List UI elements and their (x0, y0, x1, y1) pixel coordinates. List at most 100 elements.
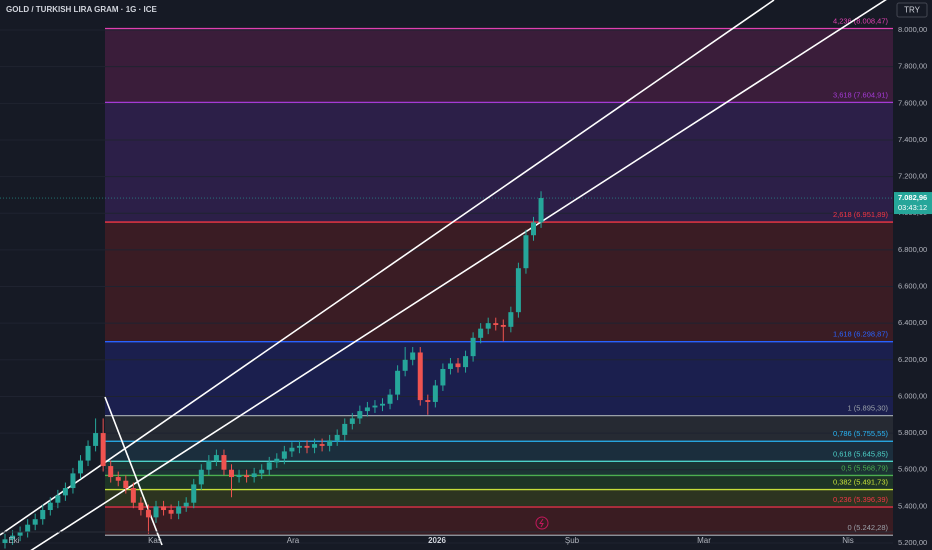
candle-body (251, 473, 257, 478)
y-tick-label: 6.800,00 (898, 245, 927, 254)
fib-band (105, 28, 893, 103)
candle-body (70, 473, 76, 489)
y-tick-label: 6.000,00 (898, 391, 927, 400)
fib-band (105, 441, 893, 462)
last-price-box (894, 192, 932, 215)
candle-body (229, 469, 234, 478)
candle-body (289, 447, 295, 452)
fib-band (105, 489, 893, 508)
candle-body (357, 411, 363, 419)
last-price-label: 7.082,96 (898, 193, 927, 202)
fib-label: 0,236 (5.396,39) (833, 495, 889, 504)
trend-line (104, 396, 163, 546)
fib-label: 0,5 (5.568,79) (841, 463, 888, 472)
fib-label: 3,618 (7.604,91) (833, 90, 889, 99)
candle-body (447, 363, 453, 369)
countdown-label: 03:43:12 (898, 203, 927, 212)
event-icon[interactable] (535, 516, 549, 530)
fib-band (105, 341, 893, 416)
x-tick-label: Kas (148, 536, 162, 545)
candle-body (304, 445, 310, 448)
y-tick-label: 5.800,00 (898, 428, 927, 437)
candle-body (176, 506, 182, 514)
candles (2, 191, 544, 549)
candle-body (236, 475, 242, 478)
candle-body (470, 337, 476, 357)
y-tick-label: 8.000,00 (898, 25, 927, 34)
candle-body (145, 510, 151, 518)
y-tick-label: 7.600,00 (898, 98, 927, 107)
candle-body (266, 462, 272, 470)
x-tick-label: Nis (842, 536, 854, 545)
candle-body (312, 444, 318, 448)
candle-body (85, 445, 91, 461)
candle-body (213, 455, 219, 461)
candle-body (281, 451, 287, 459)
x-tick-label: Ara (287, 536, 300, 545)
candle-body (455, 363, 461, 368)
candle-body (168, 510, 174, 514)
candle-body (380, 403, 385, 406)
candle-body (334, 434, 340, 441)
y-tick-label: 7.200,00 (898, 172, 927, 181)
candle-body (440, 368, 446, 386)
candle-body (161, 506, 167, 511)
candle-body (372, 405, 378, 408)
candle-body (221, 455, 227, 470)
candle-body (10, 535, 16, 540)
candle-body (402, 359, 408, 371)
fib-label: 0,382 (5.491,73) (833, 478, 889, 487)
candle-body (206, 460, 212, 470)
y-tick-label: 7.800,00 (898, 62, 927, 71)
candle-body (485, 323, 491, 329)
candle-body (93, 433, 99, 446)
candle-body (108, 466, 114, 478)
candle-body (55, 495, 61, 503)
x-tick-label: Şub (565, 536, 580, 545)
candle-body (47, 502, 53, 511)
candle-body (100, 433, 106, 467)
candle-body (432, 385, 438, 402)
fib-label: 2,618 (6.951,89) (833, 210, 889, 219)
candle-body (364, 407, 370, 412)
chart-title: GOLD / TURKISH LIRA GRAM · 1G · ICE (6, 5, 157, 14)
candle-body (191, 484, 197, 503)
candle-body (342, 423, 348, 435)
candle-body (2, 539, 8, 543)
candle-body (130, 488, 136, 503)
candle-body (138, 502, 144, 511)
candle-body (198, 469, 204, 485)
candle-body (25, 524, 31, 533)
candle-body (153, 506, 159, 518)
candle-body (531, 222, 536, 236)
x-tick-label: 2026 (428, 536, 446, 545)
candle-body (123, 480, 129, 489)
candle-body (410, 352, 416, 360)
candle-body (395, 370, 401, 395)
candle-body (319, 444, 325, 446)
event-bolt (539, 518, 544, 528)
fib-label: 4,236 (8.008,47) (833, 16, 889, 25)
fib-band (105, 461, 893, 476)
fib-label: 0,786 (5.755,55) (833, 429, 889, 438)
price-axis (893, 0, 932, 550)
fib-label: 0,618 (5.645,85) (833, 449, 889, 458)
currency-label[interactable]: TRY (904, 6, 921, 15)
trend-line (30, 0, 887, 550)
candle-body (387, 394, 393, 404)
currency-button[interactable] (896, 2, 928, 18)
candle-body (538, 198, 544, 223)
candle-body (327, 440, 333, 446)
candle-body (523, 235, 529, 269)
candle-body (78, 460, 83, 474)
candle-body (32, 519, 38, 525)
fib-band (105, 222, 893, 342)
fib-lines: 4,236 (8.008,47) 3,618 (7.604,91) 2,618 (6… (105, 16, 893, 536)
fib-label: 1,618 (6.298,87) (833, 330, 889, 339)
fib-band (105, 507, 893, 536)
candle-body (274, 458, 280, 463)
y-tick-label: 7.400,00 (898, 135, 927, 144)
